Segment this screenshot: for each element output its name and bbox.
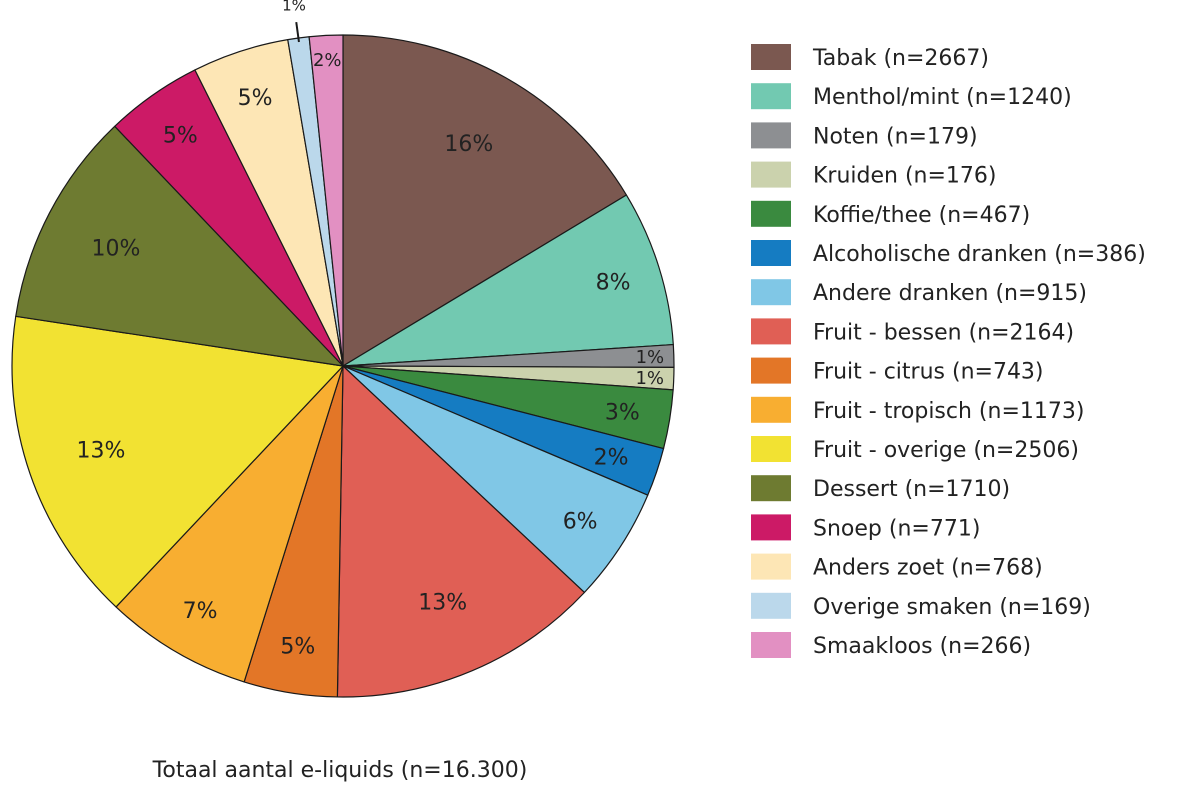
legend-item-7: Andere dranken (n=915) <box>751 279 1087 306</box>
pie-slice-11 <box>11 315 344 608</box>
legend-label: Koffie/thee (n=467) <box>813 203 1030 228</box>
legend-swatch <box>751 436 791 462</box>
chart-footnote: Totaal aantal e-liquids (n=16.300) <box>152 758 528 783</box>
legend-swatch <box>751 161 791 188</box>
legend-swatch <box>751 318 791 345</box>
legend-label: Smaakloos (n=266) <box>813 634 1031 659</box>
legend-item-16: Smaakloos (n=266) <box>751 632 1031 659</box>
pie-slice-8 <box>336 365 585 698</box>
pie-slices <box>11 34 675 698</box>
legend-swatch <box>751 83 791 110</box>
legend-label: Fruit - overige (n=2506) <box>813 438 1079 463</box>
legend-swatch <box>751 240 791 266</box>
pie-slice-pct-label-14: 5% <box>238 86 273 111</box>
legend-label: Alcoholische dranken (n=386) <box>813 242 1146 267</box>
pie-leader-line <box>295 22 300 43</box>
pie-slice-pct-label-12: 10% <box>92 237 141 262</box>
legend-label: Fruit - citrus (n=743) <box>813 360 1044 385</box>
legend-item-2: Menthol/mint (n=1240) <box>751 83 1072 110</box>
legend-item-12: Dessert (n=1710) <box>751 475 1010 502</box>
pie-slice-pct-label-1: 16% <box>444 132 493 157</box>
legend-swatch <box>751 475 791 502</box>
legend-item-14: Anders zoet (n=768) <box>751 553 1043 581</box>
pie-slice-pct-label-2: 8% <box>596 270 631 295</box>
legend-item-9: Fruit - citrus (n=743) <box>751 357 1044 385</box>
legend-label: Noten (n=179) <box>813 124 978 149</box>
pie-slice-pct-label-7: 6% <box>563 509 598 534</box>
pie-slice-pct-label-8: 13% <box>418 591 467 616</box>
legend-swatch <box>751 357 791 384</box>
legend-label: Anders zoet (n=768) <box>813 556 1043 581</box>
legend-swatch <box>751 553 791 580</box>
legend-label: Dessert (n=1710) <box>813 477 1010 502</box>
legend-item-4: Kruiden (n=176) <box>751 161 997 189</box>
pie-slice-pct-label-4: 1% <box>635 368 664 389</box>
legend-item-15: Overige smaken (n=169) <box>751 592 1091 620</box>
pie-slice-pct-label-11: 13% <box>77 438 126 463</box>
pie-slice-2 <box>342 194 674 367</box>
legend-item-3: Noten (n=179) <box>751 122 978 149</box>
legend-swatch <box>751 632 791 658</box>
legend-swatch <box>751 592 791 619</box>
legend-item-10: Fruit - tropisch (n=1173) <box>751 396 1084 424</box>
pie-slice-pct-label-5: 3% <box>605 401 640 426</box>
legend-item-6: Alcoholische dranken (n=386) <box>751 240 1146 267</box>
legend-swatch <box>751 122 791 149</box>
legend-label: Fruit - bessen (n=2164) <box>813 320 1074 345</box>
legend-label: Tabak (n=2667) <box>812 46 989 71</box>
legend-label: Kruiden (n=176) <box>813 164 997 189</box>
legend-label: Overige smaken (n=169) <box>813 595 1091 620</box>
pie-slice-pct-label-15: 1% <box>282 0 306 15</box>
pie-slice-pct-label-6: 2% <box>594 446 629 471</box>
legend-swatch <box>751 514 791 541</box>
pie-slice-10 <box>115 365 344 683</box>
pie-slice-pct-label-3: 1% <box>636 347 665 368</box>
pie-slice-pct-label-10: 7% <box>183 599 218 624</box>
legend-swatch <box>751 396 791 423</box>
legend-item-13: Snoep (n=771) <box>751 514 980 541</box>
legend-label: Fruit - tropisch (n=1173) <box>813 399 1084 424</box>
legend-swatch <box>751 200 791 227</box>
pie-slice-12 <box>15 125 344 367</box>
legend-item-11: Fruit - overige (n=2506) <box>751 436 1079 463</box>
pie-percentage-labels: 16%8%1%1%3%2%6%13%5%7%13%10%5%5%1%2% <box>77 0 665 659</box>
legend-item-8: Fruit - bessen (n=2164) <box>751 318 1074 345</box>
pie-slice-1 <box>342 34 628 367</box>
legend-label: Andere dranken (n=915) <box>813 281 1087 306</box>
legend-item-5: Koffie/thee (n=467) <box>751 200 1030 228</box>
legend: Tabak (n=2667) Menthol/mint (n=1240) Noten… <box>751 44 1146 659</box>
legend-swatch <box>751 44 791 70</box>
pie-slice-pct-label-13: 5% <box>163 123 198 148</box>
legend-label: Snoep (n=771) <box>813 516 980 541</box>
legend-swatch <box>751 279 791 306</box>
legend-item-1: Tabak (n=2667) <box>751 44 989 71</box>
pie-slice-16 <box>308 34 344 367</box>
legend-label: Menthol/mint (n=1240) <box>813 85 1072 110</box>
pie-slice-pct-label-16: 2% <box>313 50 342 71</box>
pie-slice-pct-label-9: 5% <box>280 634 315 659</box>
